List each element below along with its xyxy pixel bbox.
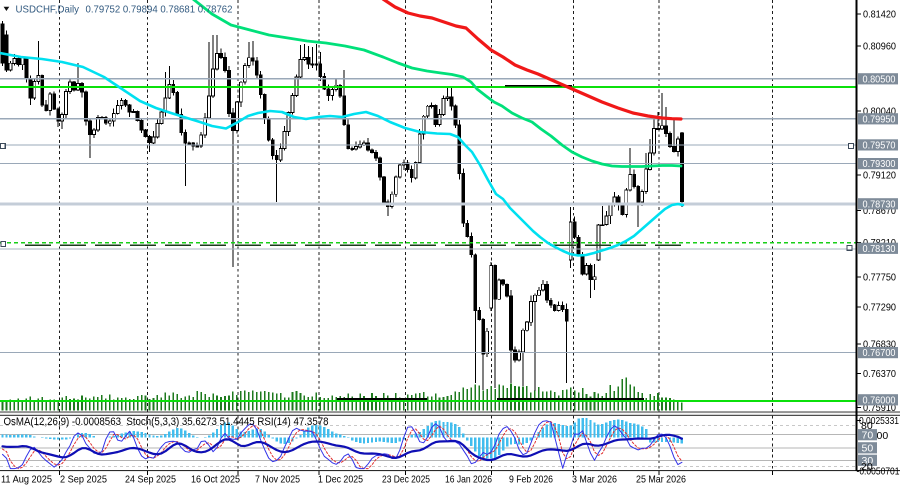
svg-text:11 Aug 2025: 11 Aug 2025 [1,474,52,486]
svg-text:0.80500: 0.80500 [863,73,896,85]
svg-text:30: 30 [862,455,874,467]
svg-text:23 Dec 2025: 23 Dec 2025 [382,474,430,486]
svg-text:25 Mar 2026: 25 Mar 2026 [636,474,686,486]
svg-text:0.78730: 0.78730 [863,198,896,210]
svg-text:00: 00 [877,430,889,442]
svg-text:OsMA(12,26,9) -0.0008563 Stoc: OsMA(12,26,9) -0.0008563 Stoch(5,3,3) 35… [4,416,329,428]
svg-text:0.77750: 0.77750 [863,272,896,284]
svg-text:0.79120: 0.79120 [863,170,896,182]
svg-text:20: 20 [861,461,873,473]
svg-text:2 Sep 2025: 2 Sep 2025 [60,474,107,486]
svg-text:0.77290: 0.77290 [863,302,896,314]
svg-text:-0.0050701: -0.0050701 [857,466,900,478]
svg-text:9 Feb 2026: 9 Feb 2026 [509,474,553,486]
svg-text:USDCHF,Daily: USDCHF,Daily [16,4,80,16]
svg-text:80: 80 [861,420,873,432]
svg-text:24 Sep 2025: 24 Sep 2025 [125,474,176,486]
svg-text:1 Dec 2025: 1 Dec 2025 [318,474,363,486]
svg-text:16 Oct 2025: 16 Oct 2025 [191,474,240,486]
svg-text:0.76000: 0.76000 [863,394,896,406]
svg-text:0.0025331: 0.0025331 [859,415,899,427]
svg-text:0.76370: 0.76370 [863,368,896,380]
svg-text:3 Mar 2026: 3 Mar 2026 [572,474,617,486]
svg-text:50: 50 [862,442,874,454]
svg-text:0.81420: 0.81420 [863,9,896,21]
svg-text:0.78130: 0.78130 [863,243,896,255]
svg-text:0.79300: 0.79300 [863,158,896,170]
svg-text:7 Nov 2025: 7 Nov 2025 [255,474,300,486]
svg-text:16 Jan 2026: 16 Jan 2026 [445,474,492,486]
svg-text:70: 70 [862,429,874,441]
svg-text:0.76700: 0.76700 [863,347,896,359]
svg-text:0.79752 0.79894 0.78681 0.7876: 0.79752 0.79894 0.78681 0.78762 [86,4,233,16]
svg-text:0.79950: 0.79950 [863,113,896,125]
svg-text:0.80960: 0.80960 [863,41,896,53]
svg-text:0.79570: 0.79570 [863,140,896,152]
